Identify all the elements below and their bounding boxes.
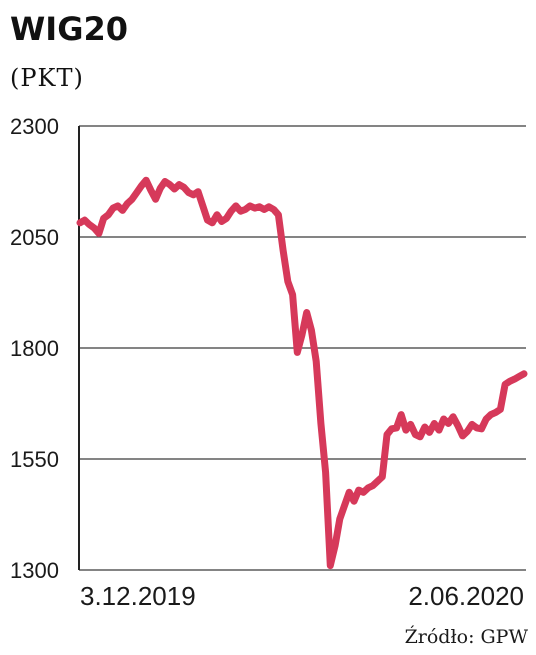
wig20-series-line (76, 176, 528, 570)
x-label-end: 2.06.2020 (408, 581, 524, 611)
y-tick-label: 1300 (10, 558, 59, 583)
source-note: Źródło: GPW (405, 625, 529, 648)
y-axis-tick-labels: 2300 2050 1800 1550 1300 (10, 114, 59, 583)
y-tick-label: 1800 (10, 336, 59, 361)
series-layer (76, 176, 528, 570)
gridlines (79, 125, 526, 571)
chart-subtitle: (PKT) (10, 64, 84, 92)
chart-title: WIG20 (10, 10, 128, 48)
y-tick-label: 2300 (10, 114, 59, 139)
y-tick-label: 1550 (10, 447, 59, 472)
x-label-start: 3.12.2019 (80, 581, 196, 611)
y-tick-label: 2050 (10, 225, 59, 250)
